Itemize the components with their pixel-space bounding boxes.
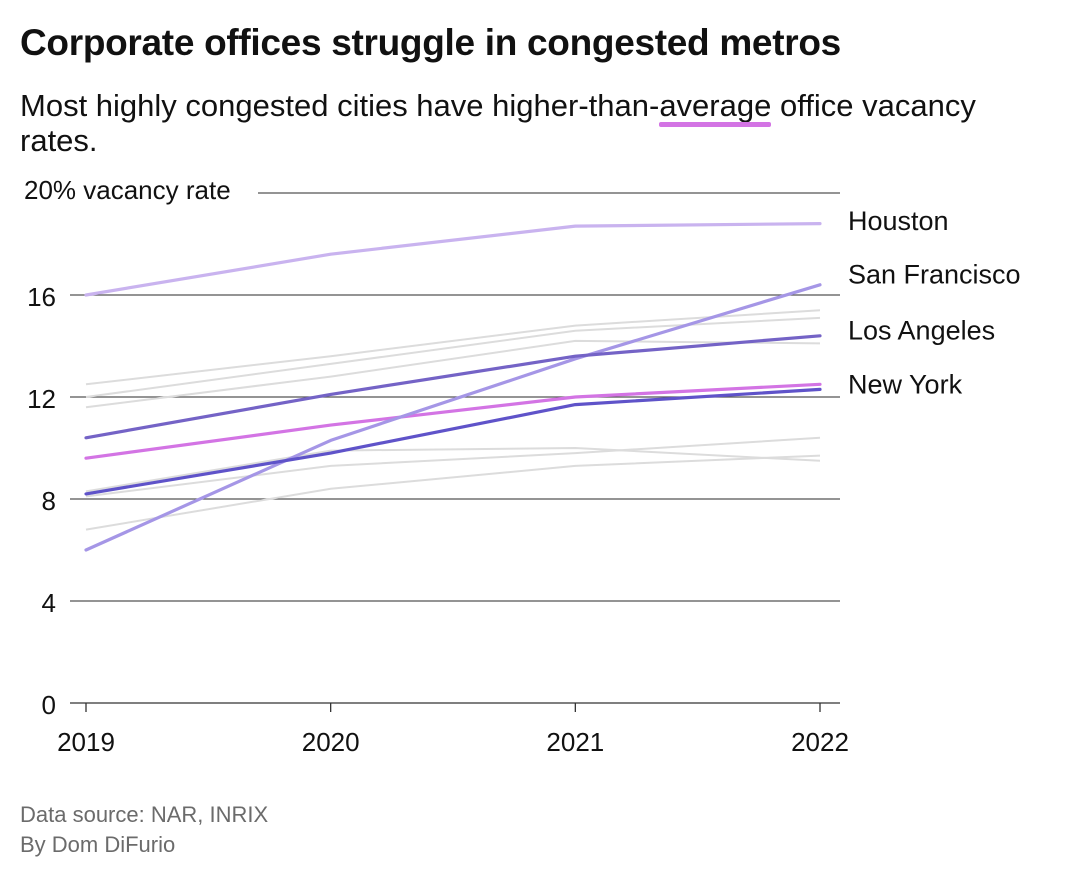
- series-line-new-york: [84, 387, 822, 496]
- series-line-los-angeles: [84, 334, 822, 440]
- y-tick-label: 12: [27, 384, 56, 414]
- series-label-houston: Houston: [848, 206, 949, 236]
- subtitle-highlight-word: average: [659, 88, 772, 123]
- chart-title: Corporate offices struggle in congested …: [20, 22, 841, 63]
- chart-subtitle: Most highly congested cities have higher…: [20, 88, 1020, 158]
- y-tick-label: 0: [42, 690, 56, 720]
- line-chart: 0 4 8 12 16 20% vacancy rate 2019 2020 2021 2022 H…: [24, 175, 1021, 757]
- series-label-los-angeles: Los Angeles: [848, 316, 995, 346]
- y-tick-label: 8: [42, 486, 56, 516]
- x-tick-label: 2022: [791, 727, 849, 757]
- subtitle-highlight-underline: [659, 122, 772, 127]
- data-source-note: Data source: NAR, INRIX: [20, 802, 269, 827]
- byline: By Dom DiFurio: [20, 832, 176, 857]
- subtitle-text-start: Most highly congested cities have higher…: [20, 88, 660, 123]
- series-line-san-francisco: [84, 283, 822, 552]
- x-tick-label: 2019: [57, 727, 115, 757]
- series-line-average: [84, 382, 822, 460]
- x-tick-label: 2020: [302, 727, 360, 757]
- subtitle-highlight: average: [659, 88, 772, 127]
- y-tick-label: 4: [42, 588, 56, 618]
- background-series-line: [85, 454, 821, 531]
- series-label-san-francisco: San Francisco: [848, 260, 1021, 290]
- background-series-line: [85, 436, 821, 498]
- series-label-new-york: New York: [848, 369, 963, 399]
- background-series-line: [85, 446, 821, 493]
- background-series-line: [85, 339, 821, 409]
- subtitle-text-end: office vacancy rates.: [20, 88, 976, 158]
- x-tick-label: 2021: [546, 727, 604, 757]
- y-tick-label: 16: [27, 282, 56, 312]
- background-series-line: [85, 316, 821, 398]
- background-series-line: [85, 309, 821, 386]
- y-axis-label: 20% vacancy rate: [24, 175, 231, 205]
- chart-footer: Data source: NAR, INRIX By Dom DiFurio: [20, 800, 268, 860]
- series-line-houston: [84, 222, 822, 297]
